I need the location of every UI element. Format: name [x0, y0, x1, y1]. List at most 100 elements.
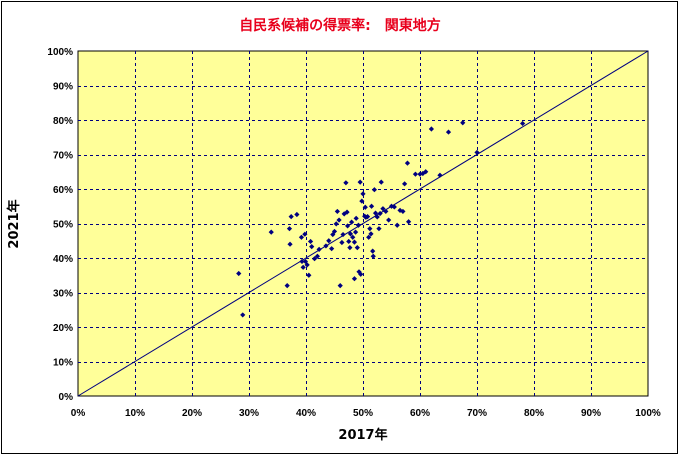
- y-tick-label: 20%: [53, 323, 73, 334]
- x-tick-label: 30%: [239, 408, 259, 419]
- data-point: [386, 217, 392, 223]
- data-point: [394, 222, 400, 228]
- data-point: [311, 256, 318, 262]
- data-point: [368, 231, 374, 237]
- data-point: [316, 246, 322, 252]
- x-tick-label: 80%: [524, 408, 544, 419]
- data-point: [474, 149, 480, 156]
- data-point: [370, 253, 376, 259]
- y-tick-label: 30%: [53, 289, 73, 300]
- data-point: [359, 198, 365, 204]
- data-point: [302, 231, 308, 237]
- data-point: [370, 248, 376, 254]
- data-point: [351, 276, 358, 282]
- data-point: [349, 219, 355, 225]
- data-point: [326, 238, 332, 244]
- data-point: [367, 226, 373, 232]
- x-tick-label: 10%: [125, 408, 145, 419]
- data-point: [400, 208, 406, 215]
- data-point: [412, 171, 419, 177]
- data-point: [299, 258, 305, 265]
- data-point: [345, 223, 351, 229]
- data-point: [236, 270, 242, 277]
- data-point: [358, 271, 364, 277]
- data-point: [391, 204, 397, 210]
- y-tick-label: 100%: [47, 47, 73, 58]
- data-point: [377, 210, 383, 217]
- data-point: [330, 231, 336, 238]
- y-tick-label: 80%: [53, 116, 73, 127]
- x-axis-ticks: 0% 10% 20% 30% 40% 50% 60% 70% 80% 90% 100%: [71, 408, 661, 419]
- data-point: [288, 214, 294, 220]
- data-point: [337, 283, 343, 289]
- data-point: [351, 239, 358, 245]
- x-tick-label: 20%: [182, 408, 202, 419]
- data-point: [352, 229, 359, 235]
- data-point: [329, 246, 335, 252]
- data-point: [344, 209, 350, 215]
- y-tick-label: 90%: [53, 82, 73, 93]
- y-tick-label: 10%: [53, 358, 73, 369]
- data-point: [364, 214, 371, 220]
- data-point: [336, 217, 342, 223]
- data-point: [380, 206, 386, 212]
- data-point: [306, 272, 312, 278]
- data-point: [460, 120, 466, 126]
- data-point: [376, 226, 382, 232]
- data-point: [355, 222, 362, 228]
- x-tick-label: 0%: [71, 408, 86, 419]
- data-point: [383, 208, 389, 215]
- x-axis-label: 2017年: [338, 427, 387, 443]
- data-points: [236, 120, 526, 318]
- data-point: [314, 253, 320, 259]
- data-point: [378, 179, 384, 185]
- data-point: [331, 228, 338, 235]
- data-point: [286, 226, 293, 232]
- x-tick-label: 70%: [467, 408, 487, 419]
- data-point: [300, 264, 306, 270]
- data-point: [284, 283, 290, 289]
- data-point: [371, 187, 377, 193]
- data-point: [397, 207, 403, 213]
- data-point: [362, 204, 368, 210]
- x-tick-label: 90%: [581, 408, 601, 419]
- data-point: [343, 180, 349, 186]
- y-tick-label: 40%: [53, 254, 73, 265]
- y-tick-label: 0%: [59, 392, 74, 403]
- chart-title: 自民系候補の得票率: 関東地方: [239, 17, 441, 34]
- data-point: [406, 219, 412, 225]
- y-tick-label: 60%: [53, 185, 73, 196]
- data-point: [420, 170, 426, 177]
- data-point: [309, 244, 315, 250]
- data-point: [437, 172, 443, 178]
- data-point: [240, 312, 246, 318]
- data-point: [346, 238, 352, 245]
- data-point: [404, 160, 411, 166]
- data-point: [374, 214, 380, 220]
- data-point: [366, 234, 372, 240]
- data-point: [287, 241, 293, 247]
- data-point: [368, 203, 375, 209]
- data-point: [372, 210, 379, 216]
- data-point: [298, 234, 305, 240]
- x-tick-label: 50%: [353, 408, 373, 419]
- data-point: [354, 245, 360, 251]
- data-point: [353, 215, 359, 221]
- data-point: [323, 243, 329, 249]
- data-point: [339, 239, 345, 246]
- data-point: [428, 126, 434, 132]
- data-point: [304, 262, 310, 268]
- data-point: [307, 238, 314, 245]
- data-point: [360, 191, 366, 197]
- data-point: [357, 179, 363, 185]
- data-point: [334, 208, 340, 215]
- y-tick-label: 70%: [53, 151, 73, 162]
- data-point: [340, 231, 346, 238]
- reference-line: [77, 50, 649, 397]
- x-tick-label: 40%: [296, 408, 316, 419]
- data-point: [347, 231, 354, 237]
- data-point: [347, 245, 353, 251]
- grid-lines: [78, 51, 648, 396]
- data-point: [294, 211, 300, 218]
- data-point: [445, 129, 452, 135]
